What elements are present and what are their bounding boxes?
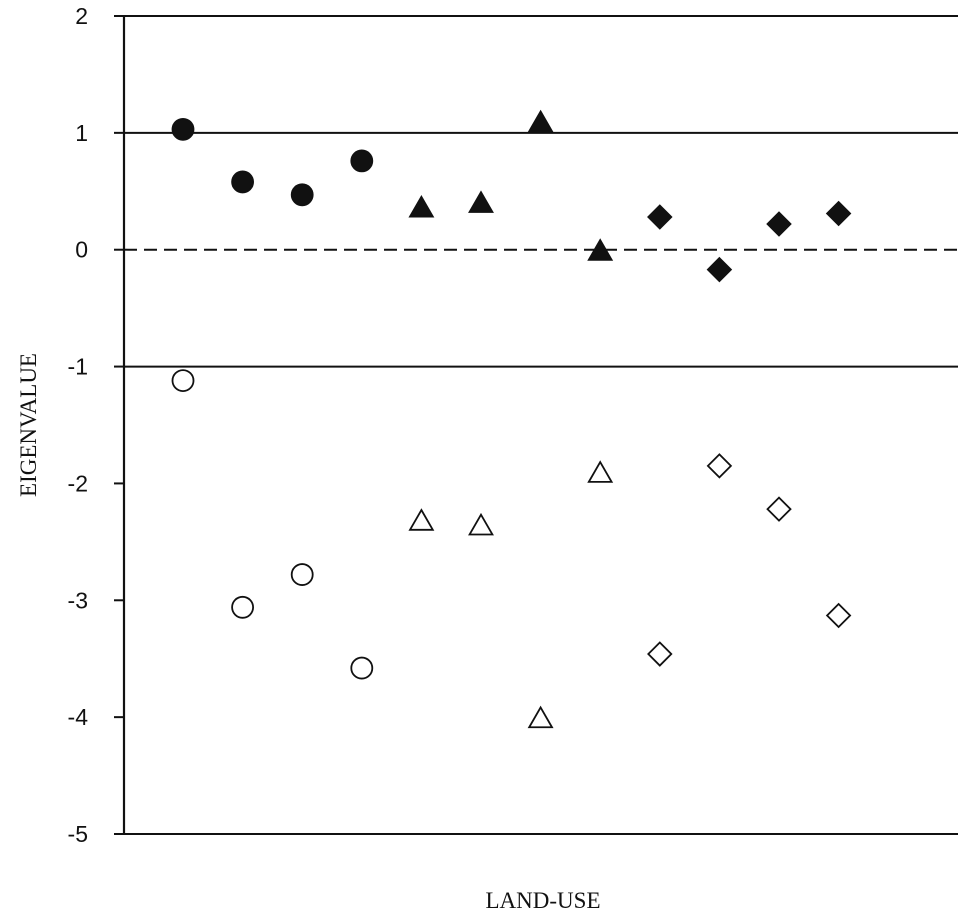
x-axis-title: LAND-USE — [486, 888, 601, 913]
filled-circle-marker — [231, 170, 255, 194]
open-triangle-marker — [408, 508, 435, 531]
data-points — [171, 109, 852, 729]
y-tick-label: -4 — [68, 704, 89, 730]
filled-diamond-marker — [825, 200, 852, 227]
filled-triangle-marker — [527, 109, 554, 133]
open-diamond-marker — [766, 496, 792, 522]
open-triangle-marker — [468, 512, 494, 536]
open-triangle-marker — [527, 705, 554, 729]
filled-triangle-marker — [587, 238, 614, 261]
open-diamond-marker — [825, 602, 852, 629]
filled-triangle-marker — [408, 195, 435, 218]
filled-diamond-marker — [647, 204, 673, 230]
open-circle-marker — [231, 595, 255, 619]
y-tick-label: 2 — [75, 3, 88, 29]
open-circle-marker — [290, 563, 314, 586]
reference-lines — [124, 15, 958, 835]
filled-diamond-marker — [766, 211, 792, 237]
y-tick-label: -3 — [68, 587, 88, 613]
filled-circle-marker — [171, 117, 195, 141]
filled-circle-marker — [290, 183, 314, 207]
y-tick-label: 1 — [75, 120, 88, 146]
y-tick-label: -2 — [68, 470, 88, 496]
filled-circle-marker — [350, 149, 374, 173]
y-tick-label: -5 — [68, 821, 88, 847]
open-diamond-marker — [706, 453, 733, 479]
filled-diamond-marker — [706, 256, 733, 283]
filled-triangle-marker — [468, 190, 494, 213]
y-axis-title: EIGENVALUE — [16, 353, 41, 497]
open-diamond-marker — [647, 641, 673, 667]
y-tick-label: -1 — [68, 354, 88, 380]
y-tick-label: 0 — [75, 237, 88, 263]
open-circle-marker — [171, 369, 195, 392]
open-triangle-marker — [587, 460, 614, 483]
y-axis-ticks: 2 1 0 -1 -2 -3 -4 -5 — [68, 3, 124, 847]
open-circle-marker — [350, 656, 374, 680]
